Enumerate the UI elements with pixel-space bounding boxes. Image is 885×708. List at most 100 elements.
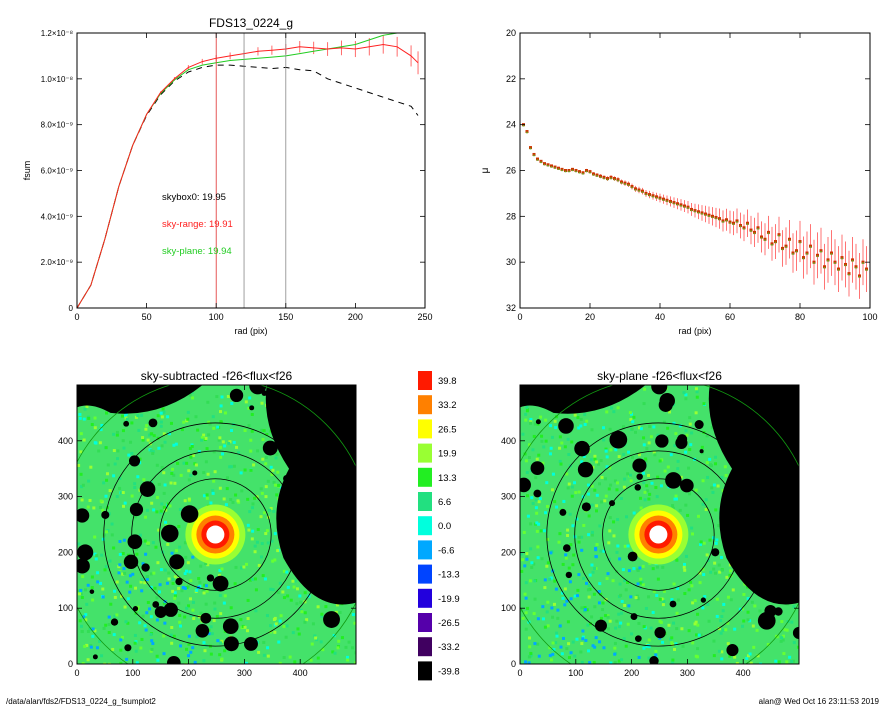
noise-pixel: [583, 413, 587, 417]
masked-star: [299, 393, 316, 410]
noise-pixel: [159, 568, 163, 572]
noise-pixel: [252, 463, 256, 467]
noise-pixel: [148, 607, 152, 611]
noise-pixel: [168, 504, 172, 508]
noise-pixel: [150, 501, 154, 505]
noise-pixel: [93, 552, 97, 556]
noise-pixel: [687, 588, 691, 592]
noise-pixel: [671, 660, 675, 664]
data-point: [550, 164, 553, 168]
data-point: [865, 269, 868, 271]
colorbar-swatch: [418, 613, 432, 632]
colorbar-label: 13.3: [438, 473, 457, 484]
noise-pixel: [605, 410, 609, 414]
x-tick-label: 100: [125, 668, 140, 678]
noise-pixel: [640, 580, 644, 584]
data-point: [581, 171, 585, 175]
noise-pixel: [247, 528, 251, 532]
noise-pixel: [581, 635, 585, 639]
noise-pixel: [652, 451, 656, 455]
noise-pixel: [255, 495, 259, 499]
masked-star: [110, 618, 119, 626]
data-point: [641, 191, 644, 193]
noise-pixel: [645, 447, 649, 451]
noise-pixel: [537, 500, 541, 504]
noise-pixel: [609, 661, 613, 664]
noise-pixel: [112, 449, 116, 453]
masked-star: [699, 449, 704, 454]
noise-pixel: [720, 568, 724, 572]
noise-pixel: [606, 627, 610, 631]
noise-pixel: [555, 415, 559, 419]
noise-pixel: [246, 497, 250, 501]
noise-pixel: [159, 509, 163, 513]
noise-pixel: [566, 534, 570, 538]
noise-pixel: [714, 571, 718, 575]
noise-pixel: [340, 636, 344, 640]
noise-pixel: [212, 619, 216, 623]
data-point: [606, 178, 609, 181]
masked-star: [139, 481, 156, 497]
noise-pixel: [122, 504, 126, 508]
masked-star: [123, 554, 139, 570]
noise-pixel: [594, 509, 598, 513]
data-point: [788, 239, 791, 242]
noise-pixel: [307, 594, 311, 598]
noise-pixel: [152, 434, 156, 438]
noise-pixel: [144, 628, 148, 632]
noise-pixel: [590, 615, 594, 619]
noise-pixel: [229, 465, 233, 469]
noise-pixel: [582, 576, 586, 580]
noise-pixel: [134, 415, 138, 419]
noise-pixel: [261, 574, 265, 578]
noise-pixel: [576, 588, 580, 592]
noise-pixel: [576, 594, 580, 598]
noise-pixel: [112, 432, 116, 436]
noise-pixel: [549, 551, 553, 555]
noise-pixel: [587, 583, 591, 587]
noise-pixel: [84, 588, 88, 592]
noise-pixel: [629, 595, 633, 599]
noise-pixel: [207, 420, 211, 424]
noise-pixel: [558, 446, 562, 450]
data-point: [855, 266, 857, 269]
noise-pixel: [632, 511, 636, 515]
noise-pixel: [277, 640, 281, 644]
data-point: [781, 246, 784, 250]
noise-pixel: [627, 569, 631, 573]
masked-star: [330, 391, 337, 398]
noise-pixel: [146, 575, 150, 579]
noise-pixel: [123, 605, 127, 609]
noise-pixel: [637, 655, 641, 659]
noise-pixel: [251, 577, 255, 581]
noise-pixel: [166, 415, 170, 419]
noise-pixel: [699, 633, 703, 637]
noise-pixel: [696, 647, 700, 651]
noise-pixel: [631, 455, 635, 459]
noise-pixel: [207, 433, 211, 437]
noise-pixel: [211, 491, 215, 495]
noise-pixel: [303, 591, 307, 595]
noise-pixel: [752, 645, 756, 649]
noise-pixel: [565, 647, 569, 651]
noise-pixel: [577, 540, 581, 544]
noise-pixel: [535, 511, 539, 515]
noise-pixel: [722, 602, 726, 606]
noise-pixel: [163, 621, 167, 625]
noise-pixel: [133, 515, 137, 519]
noise-pixel: [172, 473, 176, 477]
noise-pixel: [593, 645, 597, 649]
noise-pixel: [187, 478, 191, 482]
noise-pixel: [571, 640, 575, 644]
masked-star: [288, 448, 297, 458]
noise-pixel: [526, 606, 530, 610]
noise-pixel: [569, 597, 573, 601]
masked-star: [195, 624, 210, 638]
data-point: [522, 124, 525, 127]
data-point: [599, 174, 602, 178]
noise-pixel: [86, 583, 90, 587]
noise-pixel: [86, 505, 90, 509]
noise-pixel: [149, 585, 153, 589]
noise-pixel: [293, 660, 297, 664]
noise-pixel: [309, 658, 313, 662]
